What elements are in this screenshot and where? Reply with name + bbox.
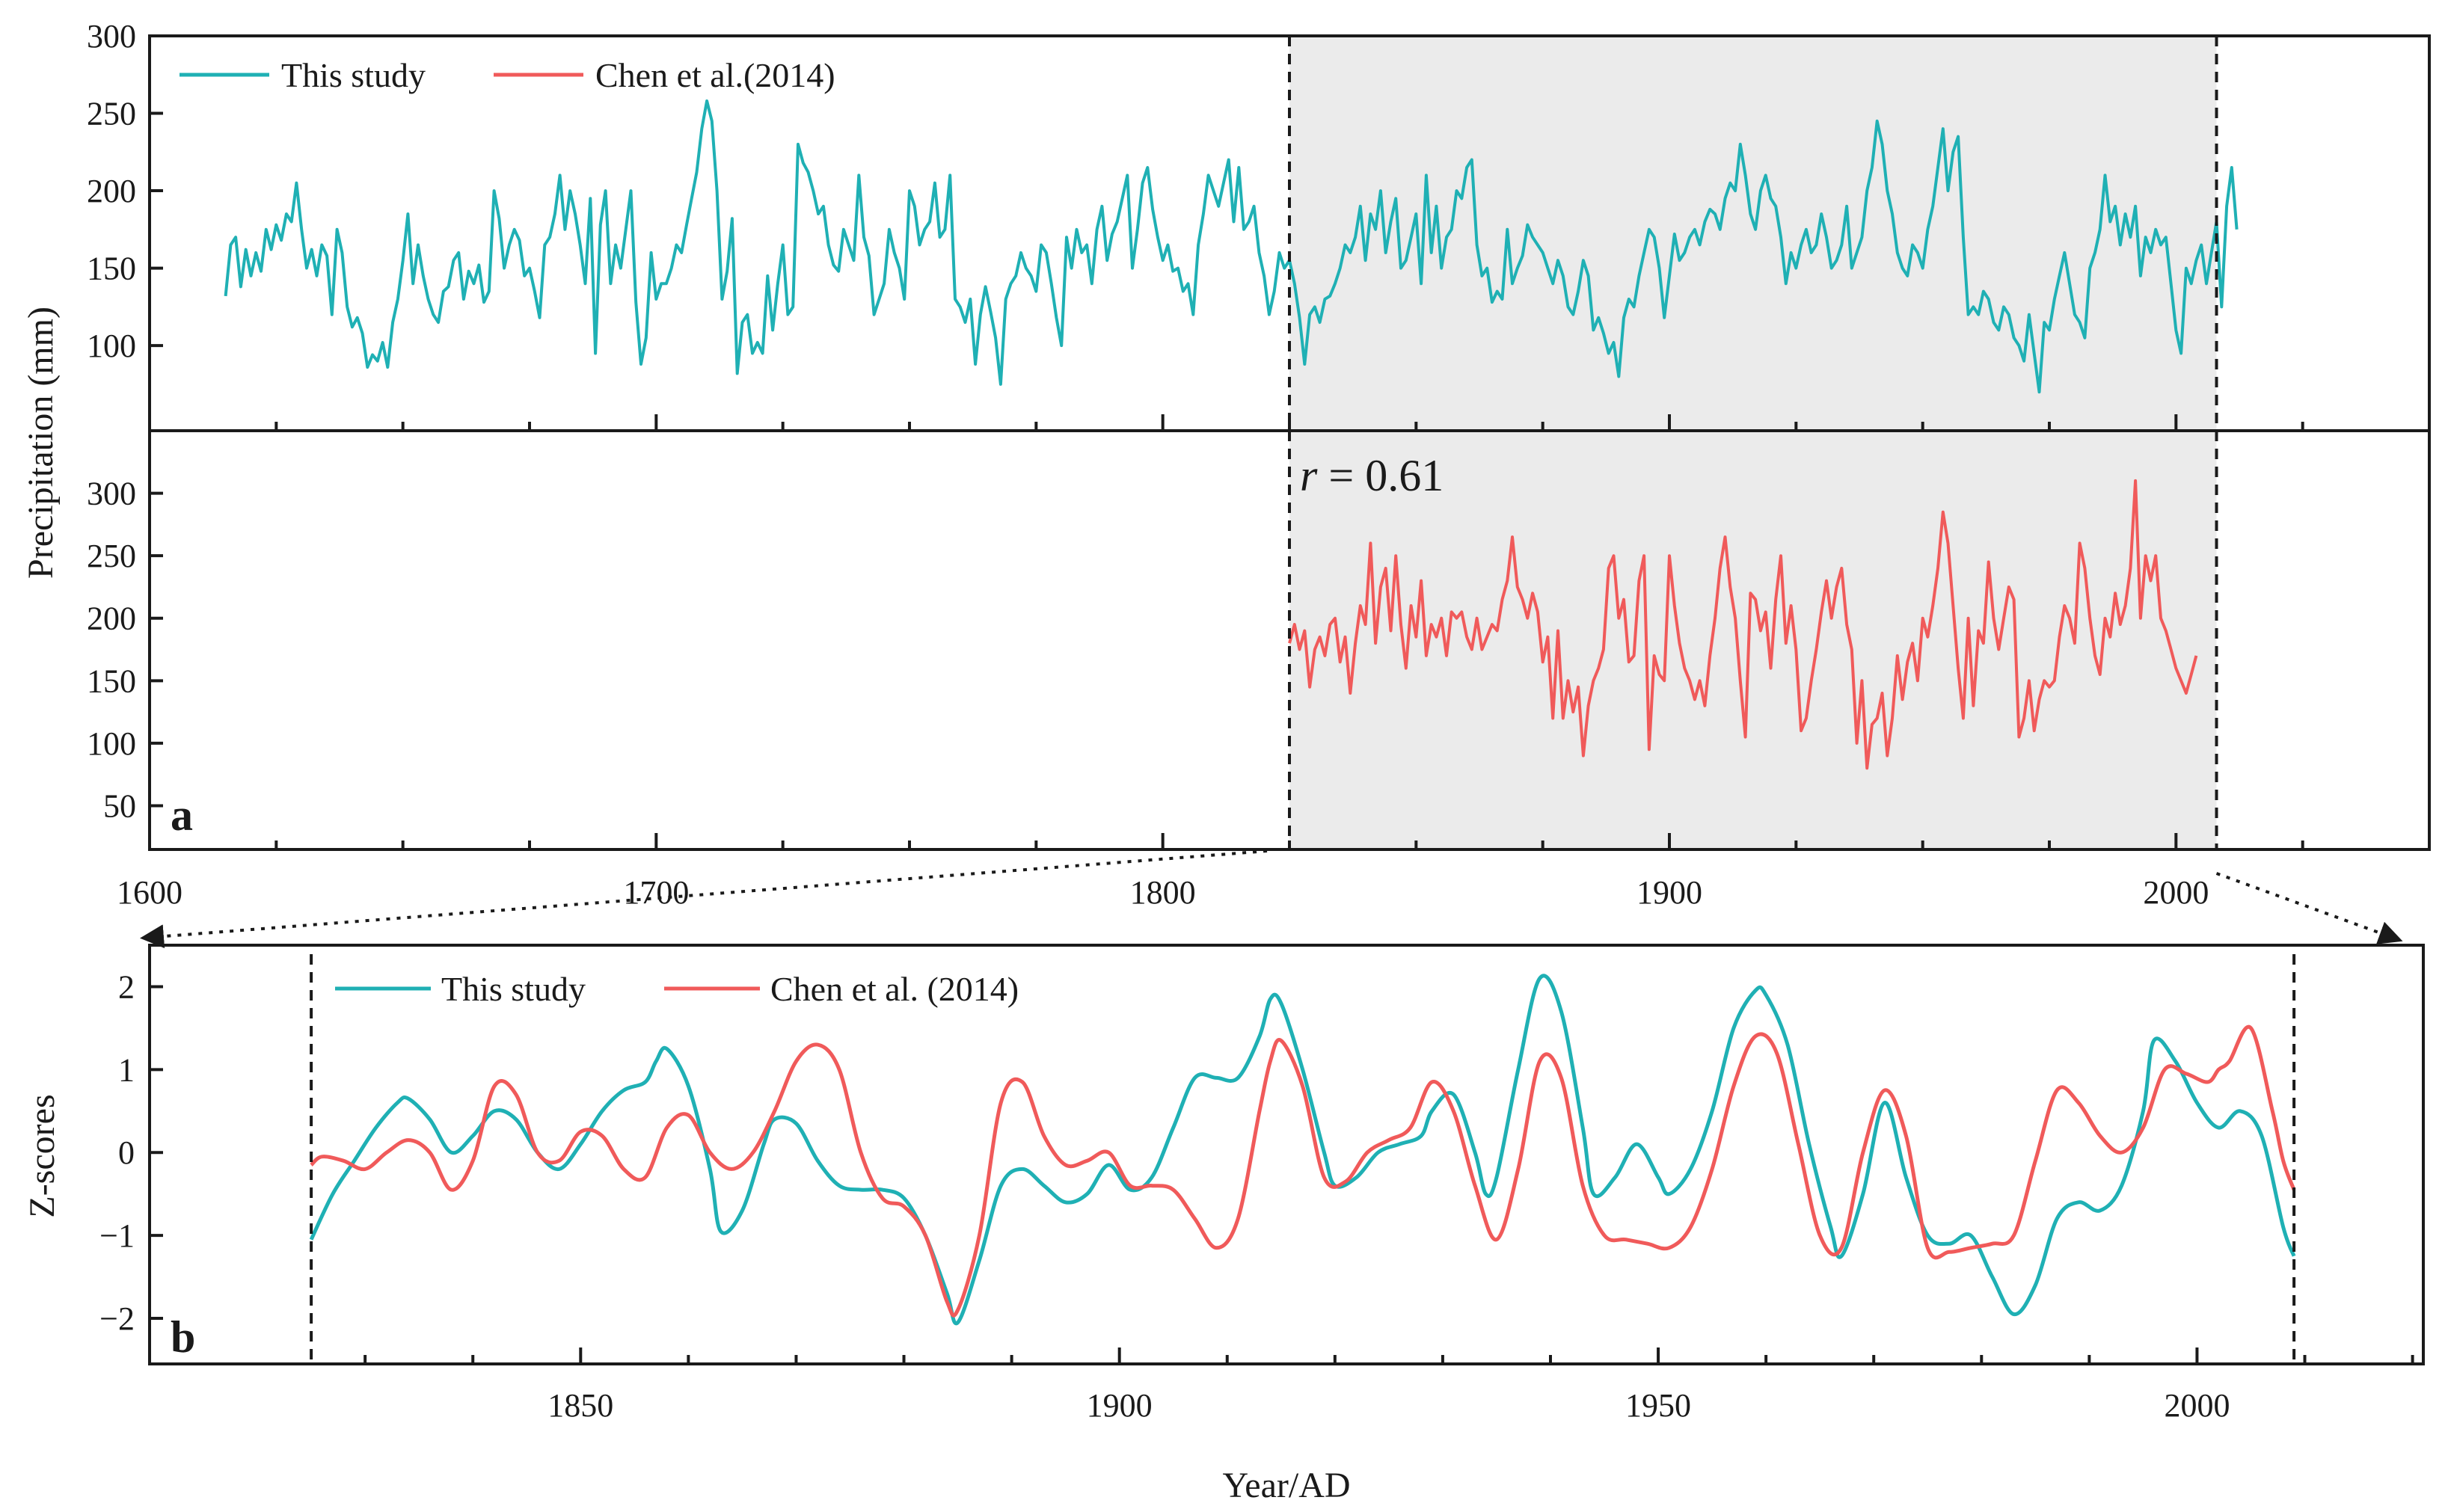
legend-b-label-chen: Chen et al. (2014) <box>770 970 1019 1008</box>
panel-b-y-tick-label-4: 2 <box>118 968 135 1005</box>
zoom-connector-right <box>2215 872 2403 944</box>
panel-a-bottom-y-tick-label-2: 150 <box>87 663 136 699</box>
panel-b-y-axis-title: Z-scores <box>22 1094 62 1217</box>
panel-b-y-tick-label-0: −2 <box>99 1300 135 1337</box>
panel-a-axes: 100 150 200 250 300 50 100 150 200 250 300 1600 1700… <box>87 18 2431 911</box>
panel-a-x-tick-label-0: 1600 <box>117 874 182 911</box>
panel-b-y-tick-label-3: 1 <box>118 1051 135 1088</box>
panel-b-axes: −2 −1 0 1 2 1850 1900 1950 2000 <box>99 954 2414 1424</box>
panel-a-legend: This study Chen et al.(2014) <box>180 56 835 94</box>
panel-a-top-series-line-0 <box>224 99 2239 394</box>
panel-a-bottom-y-tick-label-4: 250 <box>87 538 136 574</box>
panel-a-series-layer <box>224 99 2239 770</box>
legend-b-label-this-study: This study <box>441 970 586 1008</box>
panel-a-bottom-series-line-0 <box>1288 479 2198 770</box>
zoom-connector-left <box>140 849 1268 949</box>
legend-a-label-this-study: This study <box>281 56 426 94</box>
panel-b-x-tick-label-1: 1900 <box>1087 1387 1153 1424</box>
zoom-connectors <box>140 849 2403 949</box>
panel-b-frame <box>148 944 2425 1365</box>
panel-b-series-line-0 <box>309 974 2296 1326</box>
correlation-value: = 0.61 <box>1317 451 1444 500</box>
panel-b-tag: b <box>171 1312 195 1362</box>
panel-a-bottom-y-tick-label-5: 300 <box>87 476 136 512</box>
panel-a-top-y-tick-label-1: 150 <box>87 251 136 287</box>
panel-b-x-tick-label-2: 1950 <box>1625 1387 1691 1424</box>
panel-b-legend: This study Chen et al. (2014) <box>335 970 1019 1008</box>
panel-a-y-axis-title: Precipitation (mm) <box>21 307 61 579</box>
panel-a-bottom-y-tick-label-1: 100 <box>87 725 136 762</box>
panel-a-shaded-interval <box>1289 36 2217 849</box>
correlation-annotation: r = 0.61 <box>1300 451 1444 500</box>
panel-b-x-tick-label-0: 1850 <box>547 1387 613 1424</box>
panel-a-top-y-tick-label-2: 200 <box>87 173 136 209</box>
correlation-symbol: r <box>1300 451 1318 500</box>
panel-a-tag: a <box>171 790 193 840</box>
panel-a-top-y-tick-label-3: 250 <box>87 96 136 132</box>
panel-a-x-tick-label-3: 1900 <box>1636 874 1702 911</box>
panel-b-y-tick-label-2: 0 <box>118 1134 135 1171</box>
panel-b-series-line-1 <box>310 1024 2296 1318</box>
panel-b-x-tick-label-3: 2000 <box>2164 1387 2230 1424</box>
panel-b-series-layer <box>309 974 2296 1326</box>
x-axis-title: Year/AD <box>1222 1466 1350 1505</box>
panel-a-x-tick-label-2: 1800 <box>1130 874 1196 911</box>
panel-a-bottom-y-tick-label-0: 50 <box>103 787 136 824</box>
legend-a-label-chen: Chen et al.(2014) <box>595 56 835 94</box>
panel-a-top-y-tick-label-4: 300 <box>87 18 136 55</box>
panel-a-top-y-tick-label-0: 100 <box>87 328 136 364</box>
panel-a-bottom-y-tick-label-3: 200 <box>87 600 136 637</box>
panel-b-y-tick-label-1: −1 <box>99 1217 135 1254</box>
panel-a-x-tick-label-4: 2000 <box>2143 874 2209 911</box>
panel-a-x-tick-label-1: 1700 <box>623 874 689 911</box>
